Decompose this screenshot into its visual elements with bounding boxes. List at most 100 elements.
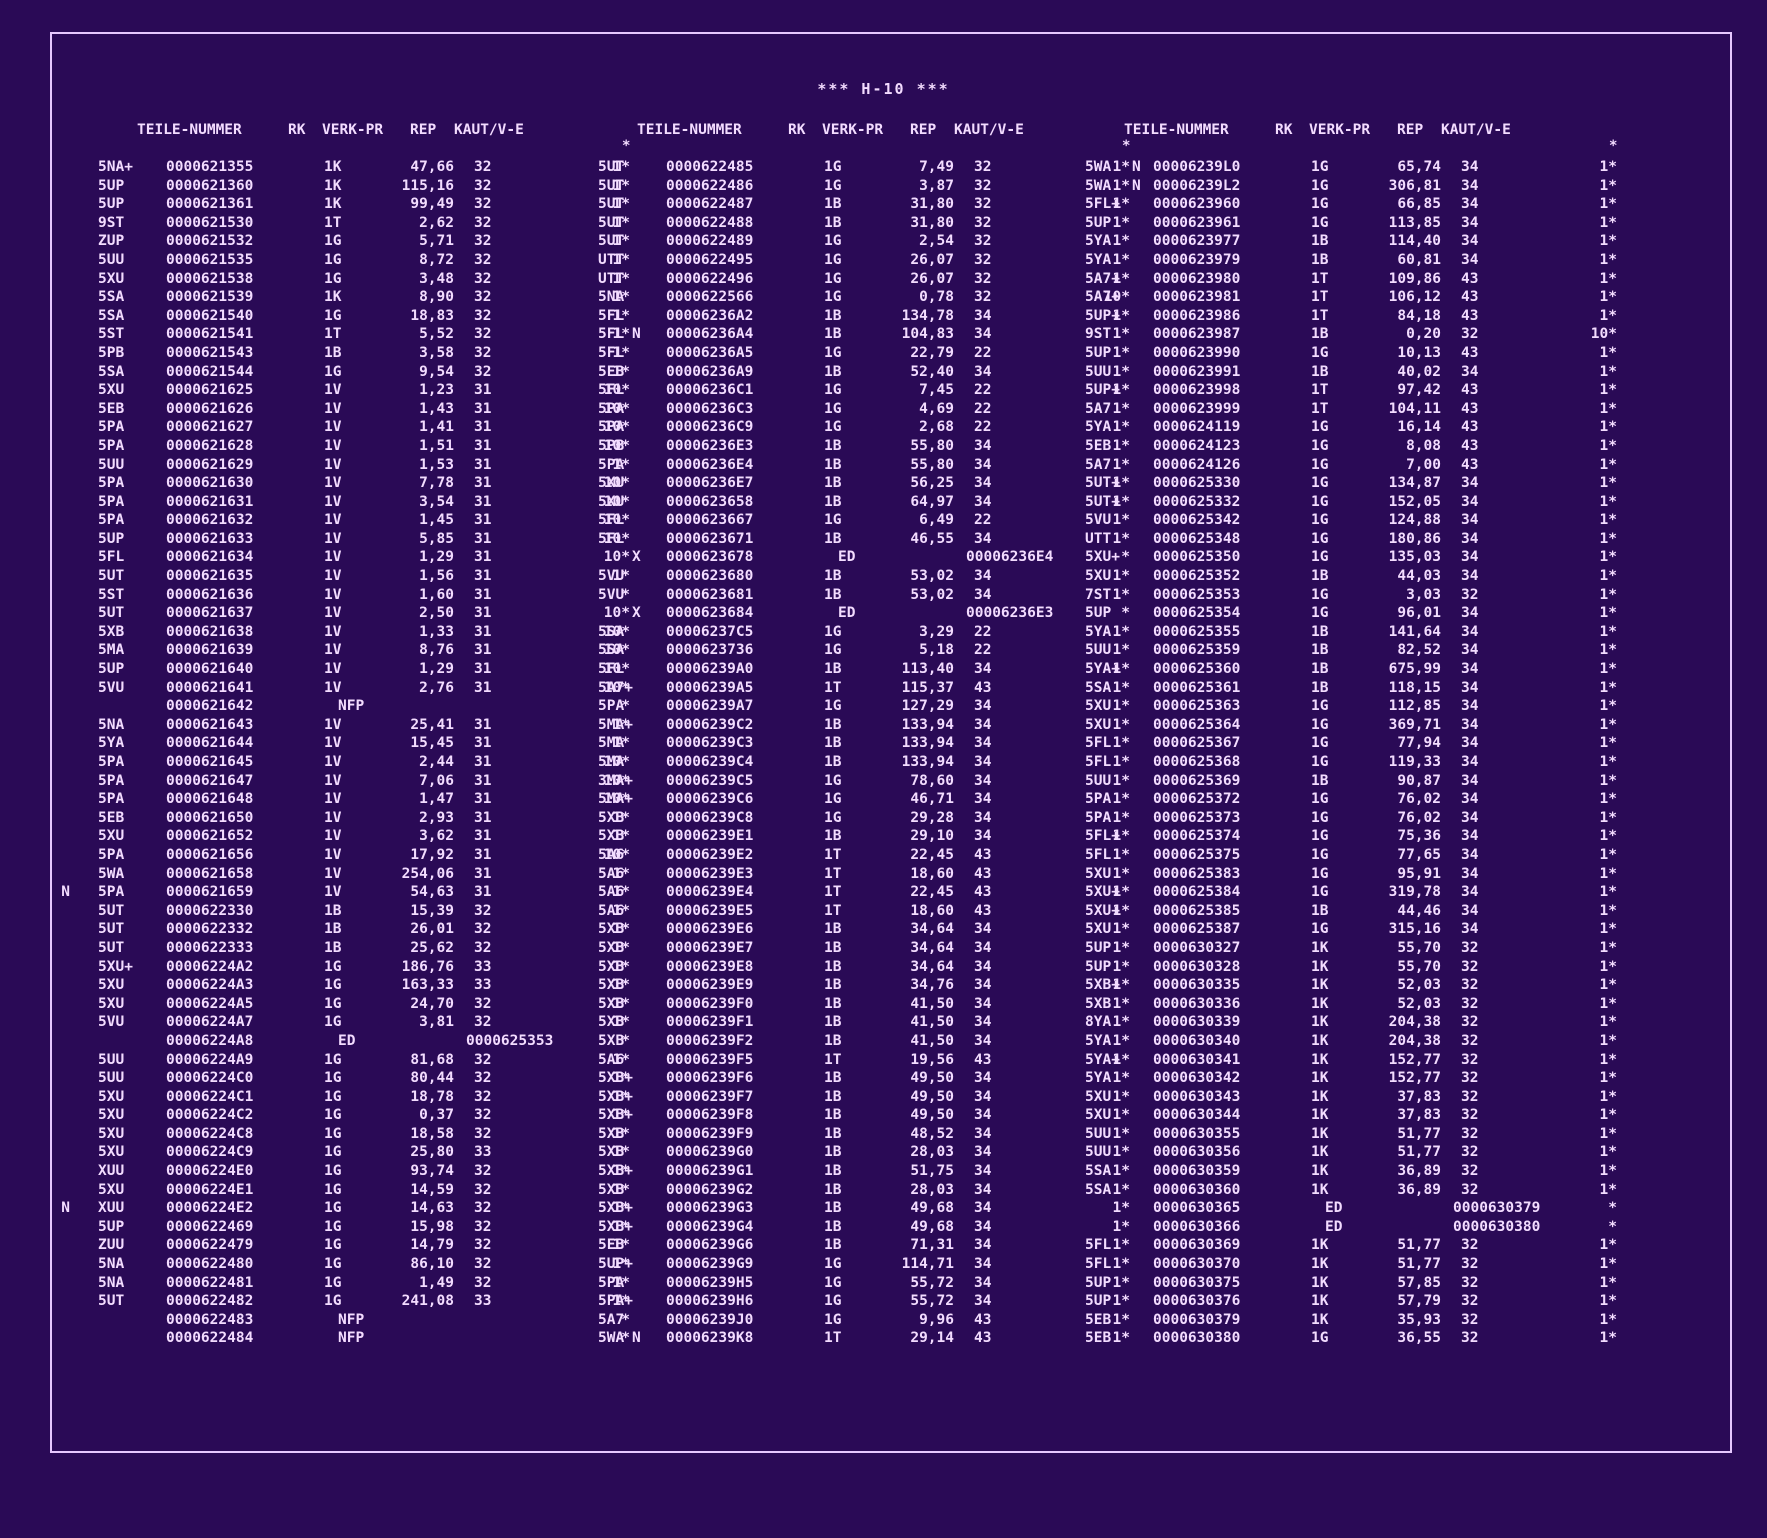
cell-code: 5FL+ — [1085, 828, 1120, 845]
cell-qty: 10* — [603, 642, 630, 659]
cell-tn: 0000623961 — [1153, 214, 1241, 231]
header-rep: REP — [910, 122, 937, 138]
cell-qty: 1* — [1599, 939, 1617, 956]
cell-pr: 3,03 — [1406, 586, 1441, 603]
cell-qty: 1* — [1599, 549, 1617, 566]
cell-code: 5FL — [98, 549, 125, 566]
cell-pr: 14,59 — [410, 1181, 454, 1198]
cell-qty: 1* — [1599, 1256, 1617, 1273]
cell-tn: 00006239E6 — [666, 921, 754, 938]
cell-rep: 43 — [974, 679, 992, 696]
cell-qty: 1* — [612, 1125, 630, 1142]
cell-rep: 34 — [974, 1256, 992, 1273]
cell-code: 5PA+ — [598, 1293, 633, 1310]
cell-qty: * — [1121, 605, 1130, 622]
cell-tn: 00006239F8 — [666, 1107, 754, 1124]
cell-rep: 34 — [974, 716, 992, 733]
cell-ext: 00006236E4 — [966, 549, 1054, 566]
cell-pr: 127,29 — [901, 698, 954, 715]
cell-rk: 1V — [324, 846, 342, 863]
cell-tn: 00006239C8 — [666, 809, 754, 826]
cell-rep: 32 — [1461, 1107, 1479, 1124]
cell-rk: 1B — [824, 1032, 842, 1049]
cell-rk: 1G — [324, 1218, 342, 1235]
cell-pr: ED — [338, 1032, 356, 1049]
cell-pr: 134,78 — [901, 307, 954, 324]
cell-rep: 32 — [1461, 1163, 1479, 1180]
cell-rep: 34 — [974, 1144, 992, 1161]
cell-rep: 31 — [474, 865, 492, 882]
cell-code: 7ST — [1085, 586, 1112, 603]
cell-qty: 1* — [1599, 809, 1617, 826]
cell-qty: 1* — [1112, 437, 1130, 454]
cell-tn: 00006239F2 — [666, 1032, 754, 1049]
cell-code: 5UT — [98, 568, 125, 585]
cell-qty: 1* — [1599, 623, 1617, 640]
cell-rep: 33 — [474, 958, 492, 975]
cell-rep: 34 — [1461, 865, 1479, 882]
cell-tn: 0000625350 — [1153, 549, 1241, 566]
cell-rep: 34 — [1461, 679, 1479, 696]
cell-code: 5YA — [1085, 1032, 1112, 1049]
cell-suf: N — [632, 326, 641, 343]
cell-code: 5A7+ — [1085, 270, 1120, 287]
cell-pr: 1,43 — [419, 400, 454, 417]
cell-qty: 1* — [1599, 382, 1617, 399]
cell-tn: 0000623990 — [1153, 344, 1241, 361]
cell-rep: 33 — [474, 977, 492, 994]
cell-pr: 8,08 — [1406, 437, 1441, 454]
cell-tn: 00006239C6 — [666, 791, 754, 808]
cell-tn: 0000625355 — [1153, 623, 1241, 640]
cell-rk: 1B — [824, 1218, 842, 1235]
cell-pr: 18,60 — [910, 902, 954, 919]
cell-tn: 0000621634 — [166, 549, 254, 566]
cell-qty: 1* — [612, 289, 630, 306]
cell-rep: 22 — [974, 344, 992, 361]
cell-code: 5YA — [1085, 623, 1112, 640]
cell-rk: 1G — [324, 1070, 342, 1087]
cell-code: 5SA — [98, 363, 125, 380]
cell-tn: 0000622488 — [666, 214, 754, 231]
header-teile-nummer: TEILE-NUMMER — [637, 122, 742, 138]
cell-qty: 1* — [1112, 344, 1130, 361]
cell-pr: 133,94 — [901, 716, 954, 733]
cell-pr: 37,83 — [1397, 1088, 1441, 1105]
cell-qty: 1* — [612, 1163, 630, 1180]
cell-pr: 82,52 — [1397, 642, 1441, 659]
cell-code: 5PA — [98, 512, 125, 529]
cell-rep: 34 — [1461, 568, 1479, 585]
cell-code: 5PA — [98, 791, 125, 808]
cell-tn: 00006239G1 — [666, 1163, 754, 1180]
cell-qty: 1* — [1112, 1070, 1130, 1087]
cell-tn: 00006239C3 — [666, 735, 754, 752]
cell-pr: 44,46 — [1397, 902, 1441, 919]
cell-tn: 00006237C5 — [666, 623, 754, 640]
cell-code: 5XU — [98, 270, 125, 287]
cell-code: 5VU — [598, 586, 625, 603]
cell-tn: 00006239J0 — [666, 1311, 754, 1328]
cell-pr: 71,31 — [910, 1237, 954, 1254]
cell-code: 5EB — [98, 809, 125, 826]
cell-qty: 1* — [1112, 716, 1130, 733]
header-kaut: KAUT/V-E — [1441, 122, 1511, 138]
cell-rk: 1V — [324, 809, 342, 826]
cell-tn: 0000621630 — [166, 475, 254, 492]
cell-qty: 1* — [1599, 568, 1617, 585]
cell-pr: NFP — [338, 1330, 365, 1347]
cell-rep: 34 — [1461, 809, 1479, 826]
cell-rk: 1K — [324, 196, 342, 213]
cell-pr: 24,70 — [410, 995, 454, 1012]
cell-code: 5FL — [1085, 1256, 1112, 1273]
cell-qty: 1* — [1112, 642, 1130, 659]
cell-pr: 35,93 — [1397, 1311, 1441, 1328]
cell-tn: 0000630369 — [1153, 1237, 1241, 1254]
cell-rk: 1B — [1311, 251, 1329, 268]
cell-tn: 0000621361 — [166, 196, 254, 213]
cell-rk: 1G — [324, 1088, 342, 1105]
cell-rep: 34 — [1461, 884, 1479, 901]
cell-code: 9ST — [1085, 326, 1112, 343]
header-verk-pr: VERK-PR — [1309, 122, 1371, 138]
cell-code: 5PB — [98, 344, 125, 361]
cell-pr: 36,89 — [1397, 1181, 1441, 1198]
cell-qty: 10* — [603, 512, 630, 529]
